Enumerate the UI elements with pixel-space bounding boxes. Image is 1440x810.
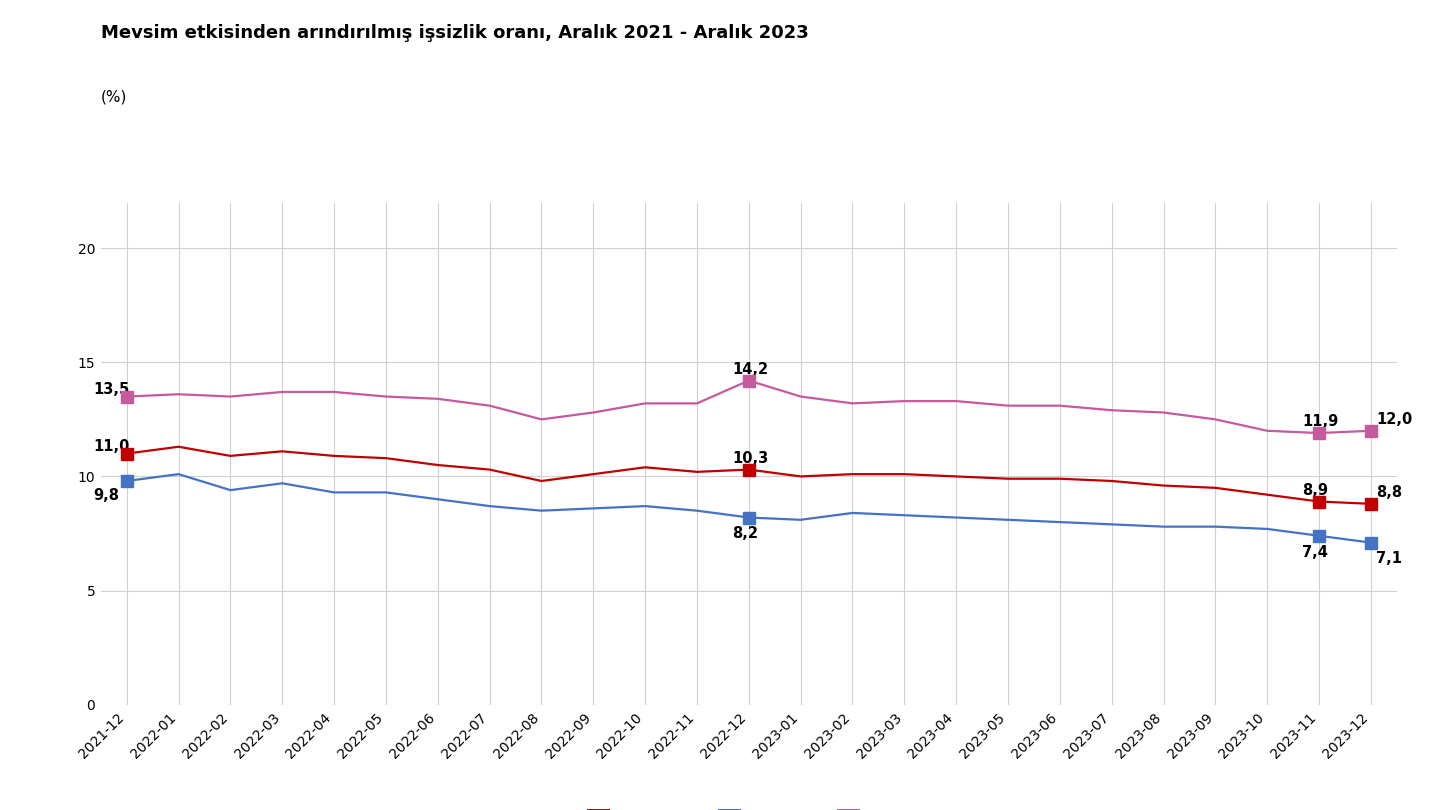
Legend: Toplam, Erkek, Kadın: Toplam, Erkek, Kadın [582,803,916,810]
Text: 8,9: 8,9 [1302,483,1328,497]
Text: 8,8: 8,8 [1377,485,1403,500]
Text: 14,2: 14,2 [732,361,769,377]
Text: 9,8: 9,8 [94,488,120,504]
Text: 10,3: 10,3 [732,450,769,466]
Text: 7,4: 7,4 [1302,544,1328,560]
Text: 13,5: 13,5 [94,382,130,397]
Text: Mevsim etkisinden arındırılmış işsizlik oranı, Aralık 2021 - Aralık 2023: Mevsim etkisinden arındırılmış işsizlik … [101,24,808,42]
Text: 8,2: 8,2 [732,526,757,541]
Text: 11,9: 11,9 [1302,414,1339,429]
Text: 12,0: 12,0 [1377,411,1413,427]
Text: 11,0: 11,0 [94,439,130,454]
Text: 7,1: 7,1 [1377,552,1403,566]
Text: (%): (%) [101,89,127,104]
